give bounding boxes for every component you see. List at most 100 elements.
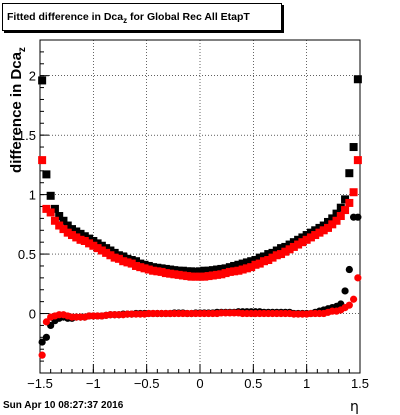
data-point-square	[294, 235, 303, 244]
data-point-square	[93, 244, 102, 253]
data-point-square	[251, 260, 260, 269]
data-point-square	[200, 266, 209, 275]
y-tick-label: 0	[29, 307, 36, 322]
data-point-circle	[354, 274, 362, 282]
data-point-square	[315, 228, 324, 237]
data-point-square	[315, 223, 324, 232]
x-tick-label: −0.5	[134, 376, 160, 391]
y-tick-label: 2	[29, 69, 36, 84]
data-point-square	[213, 270, 222, 279]
data-point-square	[328, 220, 337, 229]
data-point-square	[200, 272, 209, 281]
data-point-square	[238, 259, 247, 268]
data-point-square	[170, 270, 179, 279]
data-point-square	[234, 266, 243, 275]
y-tick-label: 0.5	[18, 247, 36, 262]
data-point-square	[328, 214, 337, 223]
data-point-square	[183, 272, 192, 281]
data-point-square	[208, 271, 217, 280]
data-point-square	[76, 229, 85, 238]
x-tick-label: 0.5	[244, 376, 262, 391]
data-point-square	[72, 227, 81, 236]
data-point-square	[238, 265, 247, 274]
data-point-square	[230, 267, 239, 276]
y-tick-label: 1	[29, 188, 36, 203]
data-point-square	[42, 204, 51, 213]
data-point-square	[191, 272, 200, 281]
data-point-square	[332, 209, 341, 218]
data-point-square	[272, 251, 281, 260]
data-point-square	[345, 169, 354, 178]
data-point-square	[106, 251, 115, 260]
data-point-square	[76, 235, 85, 244]
data-point-square	[285, 240, 294, 249]
data-point-square	[225, 267, 234, 276]
data-point-square	[242, 258, 251, 267]
data-point-square	[324, 223, 332, 232]
data-point-square	[132, 257, 140, 266]
data-point-square	[311, 231, 320, 240]
data-point-square	[332, 216, 341, 225]
data-point-square	[50, 216, 59, 225]
data-point-circle	[350, 295, 358, 303]
data-point-square	[55, 221, 64, 230]
data-point-square	[341, 195, 350, 204]
data-point-square	[153, 267, 162, 276]
data-point-square	[166, 269, 175, 278]
data-point-square	[161, 269, 170, 278]
data-point-square	[149, 266, 158, 275]
data-point-square	[80, 236, 89, 245]
x-tick-label: 0	[196, 376, 203, 391]
data-point-square	[341, 206, 350, 215]
data-point-square	[302, 235, 311, 244]
data-point-square	[260, 252, 268, 261]
y-tick-label: 1.5	[18, 128, 36, 143]
data-point-square	[119, 252, 128, 261]
data-point-square	[242, 264, 251, 273]
data-point-square	[272, 246, 281, 255]
data-point-square	[68, 231, 76, 240]
data-point-square	[187, 272, 196, 281]
data-point-square	[178, 266, 187, 275]
data-point-square	[268, 253, 277, 262]
data-point-square	[50, 204, 59, 213]
data-point-square	[80, 232, 89, 241]
data-point-square	[204, 266, 213, 275]
data-point-circle	[38, 351, 46, 359]
data-point-square	[183, 267, 192, 276]
data-point-square	[217, 270, 226, 279]
data-point-square	[136, 263, 145, 272]
data-point-square	[247, 263, 256, 272]
data-point-square	[38, 156, 47, 165]
data-point-square	[127, 259, 136, 268]
data-point-square	[324, 217, 332, 226]
data-point-square	[260, 257, 268, 266]
data-point-square	[72, 233, 81, 242]
chart-title-rest: for Global Rec All EtapT	[127, 11, 250, 23]
data-point-square	[38, 76, 47, 85]
data-point-square	[110, 248, 119, 257]
x-axis-label: η	[350, 399, 359, 415]
data-point-square	[89, 236, 98, 245]
data-point-square	[281, 247, 290, 256]
data-point-square	[349, 188, 358, 197]
data-point-square	[68, 225, 76, 234]
data-point-square	[255, 259, 264, 268]
data-point-square	[178, 271, 187, 280]
data-point-square	[213, 265, 222, 274]
data-point-square	[221, 264, 230, 273]
data-point-square	[251, 256, 260, 265]
data-point-square	[97, 241, 106, 250]
data-point-square	[204, 272, 213, 281]
data-point-square	[46, 208, 55, 217]
data-point-square	[277, 244, 286, 253]
data-point-square	[264, 256, 273, 265]
data-point-circle	[42, 318, 51, 326]
data-point-square	[221, 269, 230, 278]
x-tick-label: −1.5	[27, 376, 53, 391]
data-point-square	[319, 221, 328, 230]
timestamp: Sun Apr 10 08:27:37 2016	[3, 400, 124, 411]
data-point-square	[302, 231, 311, 240]
data-point-square	[170, 266, 179, 275]
data-point-square	[277, 250, 286, 259]
